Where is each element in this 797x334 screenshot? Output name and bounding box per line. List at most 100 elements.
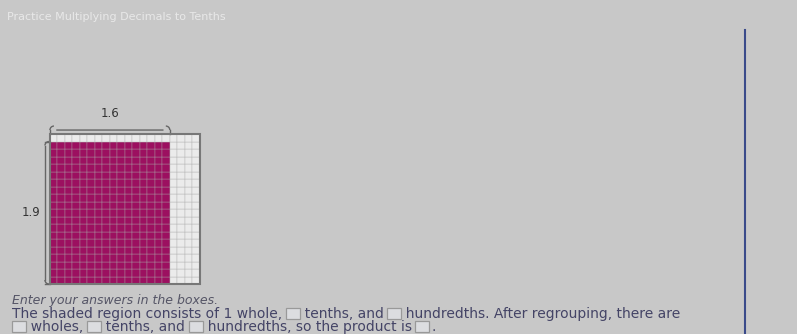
- Bar: [132, 262, 139, 269]
- Bar: [65, 209, 73, 216]
- Bar: [139, 164, 147, 172]
- Bar: [12, 321, 26, 332]
- Bar: [102, 179, 110, 186]
- Bar: [95, 179, 102, 186]
- Bar: [155, 201, 163, 209]
- Bar: [170, 239, 177, 246]
- Bar: [80, 134, 88, 142]
- Bar: [170, 179, 177, 186]
- Bar: [132, 231, 139, 239]
- Bar: [117, 254, 125, 262]
- Bar: [125, 239, 132, 246]
- Bar: [80, 231, 88, 239]
- Bar: [50, 224, 57, 231]
- Bar: [57, 142, 65, 149]
- Bar: [110, 186, 117, 194]
- Bar: [125, 157, 132, 164]
- Bar: [139, 216, 147, 224]
- Bar: [192, 186, 200, 194]
- Bar: [110, 157, 117, 164]
- Bar: [192, 157, 200, 164]
- Bar: [65, 142, 73, 149]
- Bar: [65, 231, 73, 239]
- Bar: [177, 201, 185, 209]
- Bar: [139, 269, 147, 277]
- Bar: [192, 269, 200, 277]
- Bar: [125, 224, 132, 231]
- Bar: [132, 194, 139, 201]
- Bar: [65, 186, 73, 194]
- Bar: [102, 164, 110, 172]
- Bar: [155, 157, 163, 164]
- Bar: [80, 277, 88, 284]
- Bar: [163, 201, 170, 209]
- Bar: [57, 209, 65, 216]
- Bar: [117, 186, 125, 194]
- Bar: [57, 157, 65, 164]
- Bar: [110, 231, 117, 239]
- Bar: [102, 157, 110, 164]
- Bar: [73, 216, 80, 224]
- Bar: [147, 149, 155, 157]
- Bar: [139, 194, 147, 201]
- Bar: [102, 262, 110, 269]
- Bar: [177, 254, 185, 262]
- Bar: [163, 224, 170, 231]
- Bar: [170, 246, 177, 254]
- Bar: [125, 172, 132, 179]
- Bar: [88, 224, 95, 231]
- Bar: [117, 149, 125, 157]
- Bar: [185, 224, 192, 231]
- Bar: [88, 246, 95, 254]
- Bar: [155, 262, 163, 269]
- Bar: [117, 157, 125, 164]
- Bar: [185, 269, 192, 277]
- Bar: [185, 157, 192, 164]
- Bar: [95, 209, 102, 216]
- Bar: [117, 194, 125, 201]
- Bar: [50, 157, 57, 164]
- Bar: [110, 246, 117, 254]
- Bar: [139, 134, 147, 142]
- Bar: [73, 269, 80, 277]
- Bar: [192, 209, 200, 216]
- Bar: [177, 246, 185, 254]
- Bar: [185, 142, 192, 149]
- Bar: [185, 194, 192, 201]
- Bar: [155, 194, 163, 201]
- Bar: [132, 246, 139, 254]
- Bar: [177, 179, 185, 186]
- Bar: [88, 201, 95, 209]
- Bar: [125, 149, 132, 157]
- Bar: [110, 209, 117, 216]
- Bar: [139, 179, 147, 186]
- Bar: [65, 239, 73, 246]
- Bar: [110, 216, 117, 224]
- Bar: [185, 277, 192, 284]
- Bar: [117, 262, 125, 269]
- Bar: [185, 172, 192, 179]
- Bar: [192, 179, 200, 186]
- Bar: [155, 186, 163, 194]
- Bar: [80, 194, 88, 201]
- Bar: [73, 277, 80, 284]
- Bar: [80, 224, 88, 231]
- Bar: [132, 149, 139, 157]
- Bar: [102, 277, 110, 284]
- Bar: [155, 269, 163, 277]
- Bar: [139, 277, 147, 284]
- Bar: [155, 179, 163, 186]
- Bar: [50, 246, 57, 254]
- Bar: [139, 262, 147, 269]
- Text: Practice Multiplying Decimals to Tenths: Practice Multiplying Decimals to Tenths: [7, 12, 226, 21]
- Bar: [50, 209, 57, 216]
- Bar: [102, 186, 110, 194]
- Bar: [177, 172, 185, 179]
- Bar: [185, 254, 192, 262]
- Bar: [50, 277, 57, 284]
- Bar: [125, 134, 132, 142]
- Bar: [125, 231, 132, 239]
- Bar: [192, 164, 200, 172]
- Bar: [57, 269, 65, 277]
- Bar: [155, 231, 163, 239]
